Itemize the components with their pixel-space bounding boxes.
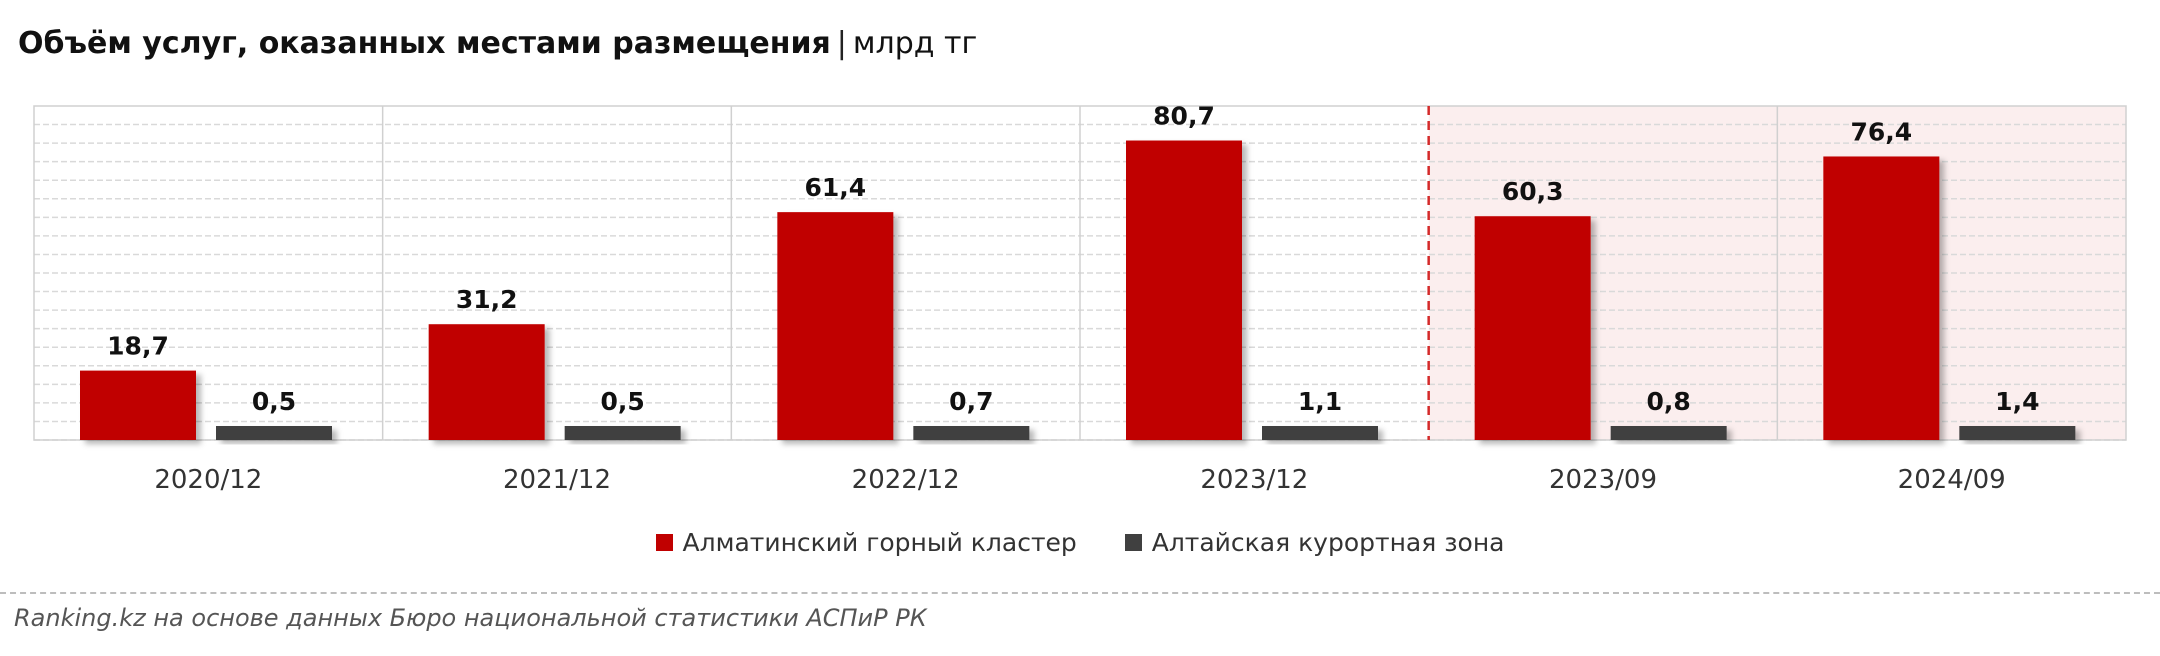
chart-title-text: Объём услуг, оказанных местами размещени… <box>18 26 831 61</box>
data-label-series-2: 0,7 <box>949 387 993 416</box>
x-tick-label: 2023/09 <box>1549 465 1657 495</box>
legend-swatch-series-2 <box>1124 534 1142 551</box>
bar-series-1 <box>1474 216 1591 440</box>
title-separator: | <box>836 26 847 61</box>
bar-series-1 <box>1823 156 1940 440</box>
data-label-series-2: 0,5 <box>252 387 296 416</box>
data-label-series-1: 61,4 <box>804 173 866 202</box>
bar-series-2 <box>564 426 681 440</box>
legend: Алматинский горный кластер Алтайская кур… <box>0 528 2160 557</box>
x-tick-label: 2023/12 <box>1200 465 1308 495</box>
bar-series-2 <box>216 426 332 440</box>
source-note: Ranking.kz на основе данных Бюро национа… <box>14 604 927 632</box>
x-tick-label: 2024/09 <box>1898 465 2006 495</box>
data-label-series-1: 76,4 <box>1850 117 1912 146</box>
data-label-series-2: 1,4 <box>1995 387 2039 416</box>
bar-series-1 <box>80 370 196 440</box>
x-tick-label: 2020/12 <box>154 465 262 495</box>
data-label-series-2: 1,1 <box>1298 387 1342 416</box>
legend-item-series-1: Алматинский горный кластер <box>655 528 1077 557</box>
chart-unit: млрд тг <box>852 26 978 61</box>
bar-chart: 18,7 0,5 2020/12 31,2 0,5 2021/12 61,4 0,7 2022/… <box>33 102 2127 495</box>
legend-label-series-2: Алтайская курортная зона <box>1151 528 1505 557</box>
bar-series-2 <box>913 426 1030 440</box>
bar-series-2 <box>1262 426 1378 440</box>
chart-title: Объём услуг, оказанных местами размещени… <box>18 26 977 61</box>
bar-series-2 <box>1959 426 2076 440</box>
bar-series-1 <box>1126 140 1242 440</box>
legend-label-series-1: Алматинский горный кластер <box>682 528 1077 557</box>
data-label-series-2: 0,8 <box>1647 387 1691 416</box>
legend-item-series-2: Алтайская курортная зона <box>1124 528 1505 557</box>
data-label-series-2: 0,5 <box>601 387 645 416</box>
bar-series-1 <box>428 324 545 440</box>
data-label-series-1: 60,3 <box>1502 177 1564 206</box>
bar-series-2 <box>1610 426 1727 440</box>
data-label-series-1: 31,2 <box>456 285 518 314</box>
legend-swatch-series-1 <box>655 534 673 551</box>
footer-divider <box>0 592 2160 594</box>
x-tick-label: 2022/12 <box>852 465 960 495</box>
x-tick-label: 2021/12 <box>503 465 611 495</box>
bar-series-1 <box>777 212 894 440</box>
data-label-series-1: 18,7 <box>107 332 169 361</box>
data-label-series-1: 80,7 <box>1153 102 1215 131</box>
